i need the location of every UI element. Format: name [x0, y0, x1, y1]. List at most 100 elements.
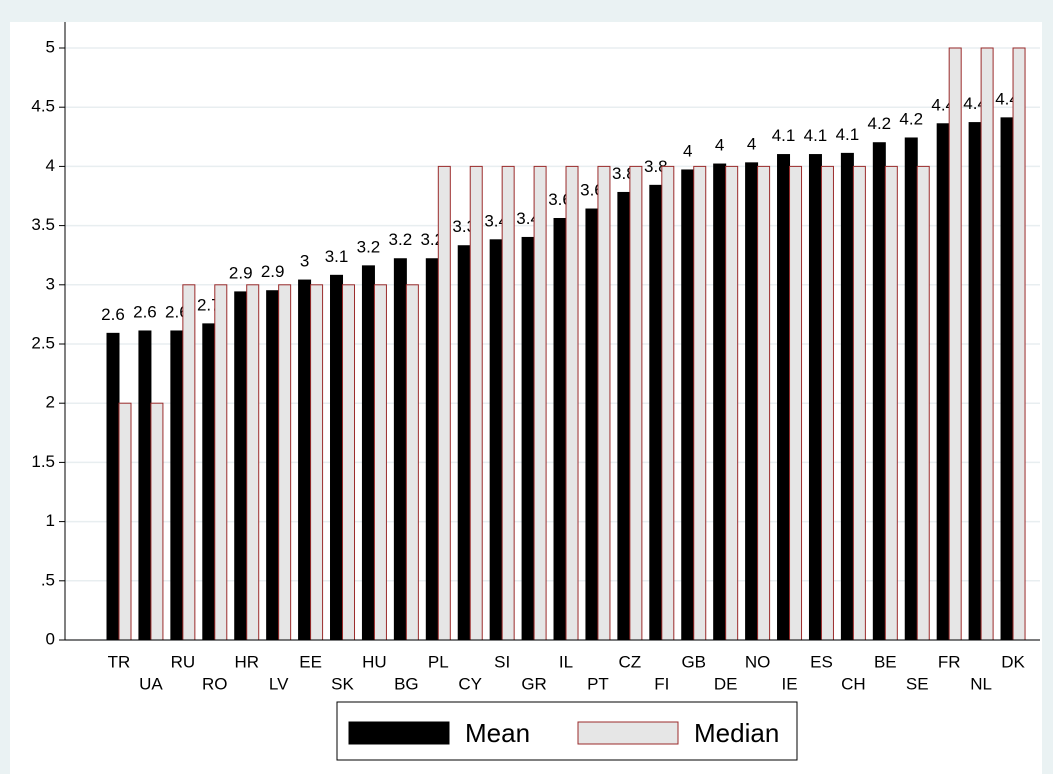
bar	[469, 165, 483, 641]
x-tick-label: BG	[394, 674, 419, 693]
value-label: 4.1	[804, 126, 828, 145]
value-label: 4	[683, 141, 692, 160]
x-tick-label: CH	[841, 674, 866, 693]
value-label: 4.2	[899, 109, 923, 128]
bar	[106, 332, 120, 641]
bar	[713, 163, 727, 641]
bar	[246, 284, 260, 641]
value-label: 4.1	[836, 125, 860, 144]
bar	[808, 154, 822, 641]
bar	[617, 191, 631, 641]
x-tick-label: SE	[906, 674, 929, 693]
bar	[968, 122, 982, 641]
x-tick-label: FR	[938, 652, 961, 671]
y-tick-label: 2	[46, 393, 55, 412]
x-tick-label: NL	[970, 674, 992, 693]
y-tick-label: 1.5	[31, 452, 55, 471]
legend-label: Median	[694, 718, 779, 748]
bar	[118, 402, 132, 641]
bar	[852, 165, 866, 641]
y-tick-label: 2.5	[31, 333, 55, 352]
bar	[916, 165, 930, 641]
value-label: 3.2	[357, 237, 381, 256]
x-tick-label: RU	[171, 652, 196, 671]
bar	[1012, 47, 1026, 641]
x-tick-label: ES	[810, 652, 833, 671]
x-tick-label: EE	[299, 652, 322, 671]
x-tick-label: UA	[139, 674, 163, 693]
value-label: 3.1	[325, 247, 349, 266]
bar	[342, 284, 356, 641]
x-tick-label: RO	[202, 674, 228, 693]
y-tick-label: 3.5	[31, 215, 55, 234]
x-tick-label: PL	[428, 652, 449, 671]
x-tick-label: LV	[269, 674, 289, 693]
bar	[405, 284, 419, 641]
bar	[948, 47, 962, 641]
bar	[489, 239, 503, 641]
bar	[553, 217, 567, 641]
legend-swatch	[577, 721, 679, 745]
y-tick-label: 4.5	[31, 97, 55, 116]
bar	[936, 123, 950, 641]
bar	[437, 165, 451, 641]
legend-swatch	[348, 721, 450, 745]
value-label: 2.9	[229, 263, 253, 282]
x-tick-label: IL	[559, 652, 573, 671]
bar	[1000, 117, 1014, 641]
bar	[234, 291, 248, 641]
value-label: 3	[300, 252, 309, 271]
value-label: 3.2	[389, 230, 413, 249]
bar	[840, 152, 854, 641]
bar	[425, 258, 439, 641]
bar	[980, 47, 994, 641]
x-tick-label: SK	[331, 674, 354, 693]
bar	[693, 165, 707, 641]
value-label: 4	[747, 134, 756, 153]
y-tick-label: 1	[46, 511, 55, 530]
bar	[202, 323, 216, 641]
y-tick-label: 0	[46, 629, 55, 648]
bar	[278, 284, 292, 641]
y-tick-label: 5	[46, 37, 55, 56]
y-tick-label: .5	[41, 570, 55, 589]
bar	[521, 236, 535, 641]
x-tick-label: CY	[458, 674, 482, 693]
bar	[170, 330, 184, 641]
x-tick-label: TR	[108, 652, 131, 671]
bar	[597, 165, 611, 641]
bar	[585, 208, 599, 641]
bar	[649, 184, 663, 641]
value-label: 2.9	[261, 262, 285, 281]
bar	[661, 165, 675, 641]
bar	[745, 162, 759, 641]
bar	[872, 142, 886, 641]
bar	[393, 258, 407, 641]
x-tick-label: FI	[654, 674, 669, 693]
x-tick-label: NO	[745, 652, 771, 671]
value-label: 2.6	[101, 305, 125, 324]
x-tick-label: IE	[781, 674, 797, 693]
x-tick-label: CZ	[619, 652, 642, 671]
bar	[629, 165, 643, 641]
x-tick-label: GB	[681, 652, 706, 671]
value-label: 4.1	[772, 126, 796, 145]
value-label: 4.2	[867, 114, 891, 133]
bar	[565, 165, 579, 641]
value-label: 4	[715, 136, 724, 155]
bar	[214, 284, 228, 641]
bar	[789, 165, 803, 641]
x-tick-label: HR	[234, 652, 259, 671]
bar	[884, 165, 898, 641]
x-tick-label: GR	[521, 674, 547, 693]
x-tick-label: DE	[714, 674, 738, 693]
bar	[266, 290, 280, 641]
bar	[725, 165, 739, 641]
bar	[298, 279, 312, 641]
x-tick-label: PT	[587, 674, 609, 693]
x-tick-label: DK	[1001, 652, 1025, 671]
bar	[310, 284, 324, 641]
x-tick-label: BE	[874, 652, 897, 671]
value-label: 2.6	[133, 302, 157, 321]
